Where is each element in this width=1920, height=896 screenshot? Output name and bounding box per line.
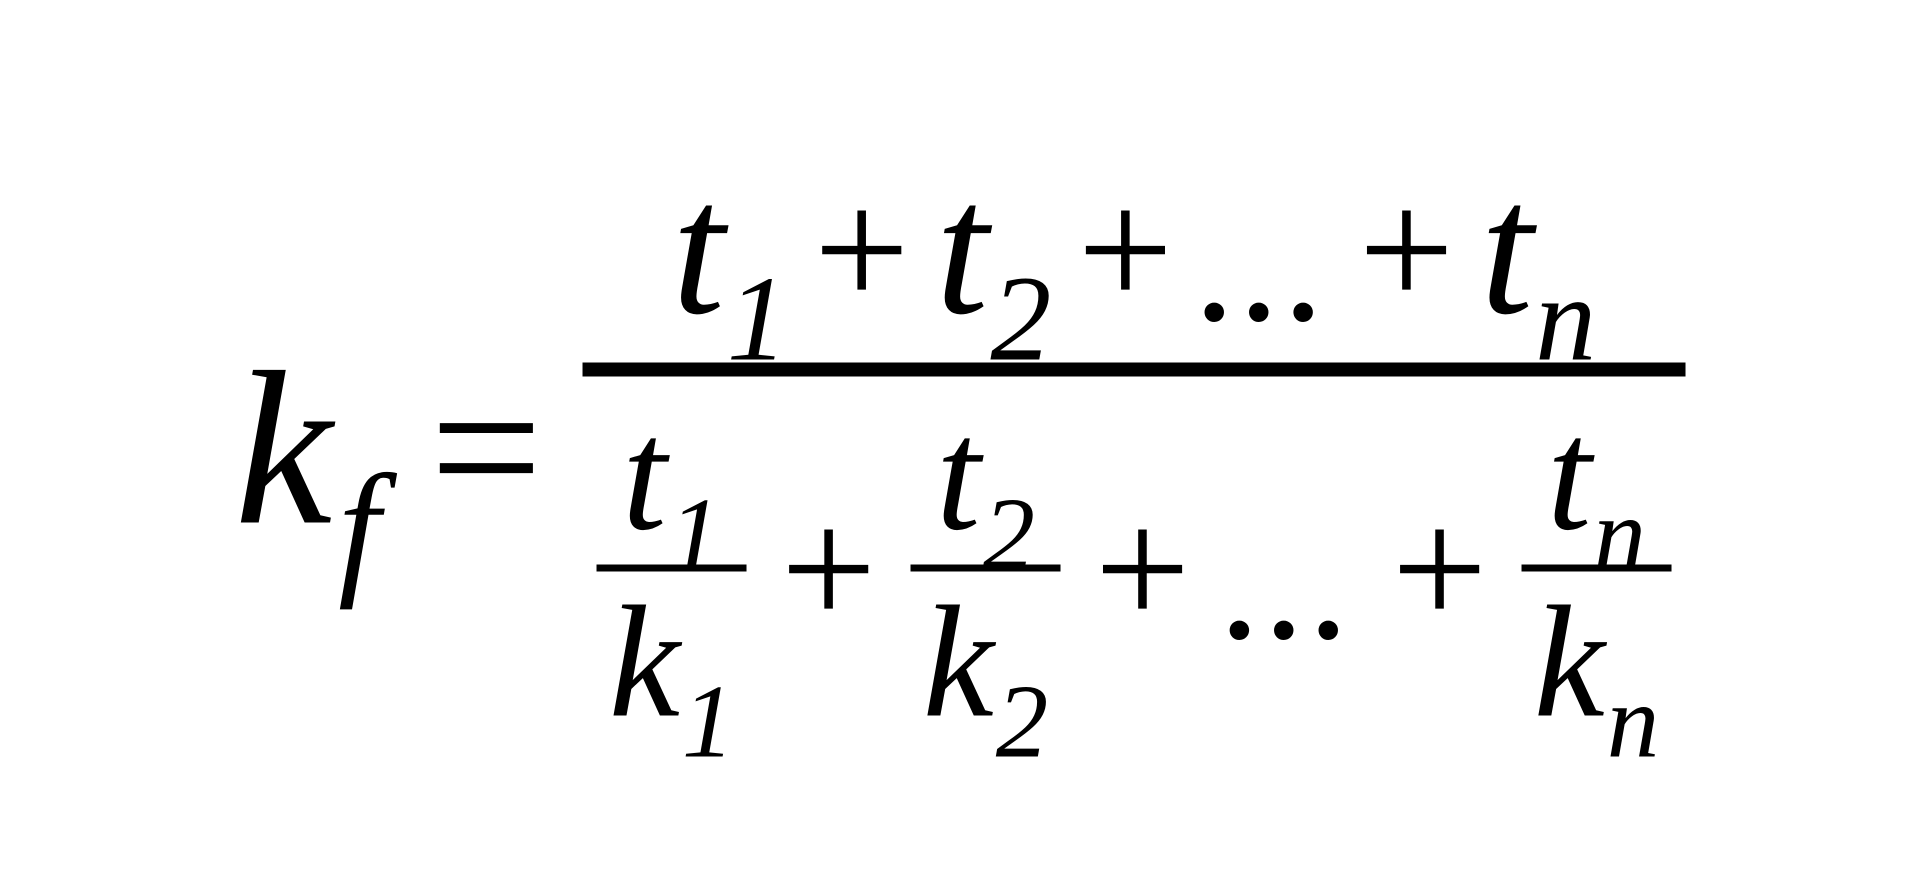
denominator: t 1 k 1 + t 2 k 2 [583,395,1686,742]
den-frac-2-den-base: k [923,582,994,742]
den-frac-1-den-sub: 1 [682,669,735,774]
den-frac-n-num: t n [1547,395,1646,555]
den-frac-1-den: k 1 [609,582,735,742]
den-frac-n-den: k n [1534,582,1660,742]
den-frac-2: t 2 k 2 [911,395,1061,742]
num-term-1-sub: 1 [727,259,788,381]
main-fraction: t 1 + t 2 + ... + t n t 1 [583,155,1686,742]
den-frac-n-den-sub: n [1607,669,1660,774]
plus-sign: + [1095,483,1191,653]
den-frac-2-den: k 2 [923,582,1049,742]
den-frac-n: t n k n [1521,395,1671,742]
den-frac-1-num-base: t [622,395,666,555]
numerator: t 1 + t 2 + ... + t n [662,155,1606,345]
ellipsis: ... [1224,538,1357,658]
den-frac-1: t 1 k 1 [597,395,747,742]
num-term-n-sub: n [1535,259,1596,381]
num-term-n-base: t [1480,155,1533,345]
den-frac-2-den-sub: 2 [996,669,1049,774]
lhs-subscript: f [338,452,380,602]
num-term-n: t n [1480,155,1596,345]
plus-sign: + [781,483,877,653]
plus-sign: + [1359,165,1455,335]
ellipsis: ... [1199,221,1332,341]
num-term-2-sub: 2 [990,259,1051,381]
den-frac-2-num-sub: 2 [983,482,1036,587]
den-frac-2-num-base: t [936,395,980,555]
den-frac-1-den-base: k [609,582,680,742]
den-frac-1-num: t 1 [622,395,721,555]
lhs: k f [235,338,380,558]
num-term-1-base: t [672,155,725,345]
num-term-1: t 1 [672,155,788,345]
lhs-base: k [235,338,333,558]
plus-sign: + [1392,483,1488,653]
equals-sign: = [430,348,543,548]
plus-sign: + [1077,165,1173,335]
num-term-2: t 2 [936,155,1052,345]
den-frac-1-num-sub: 1 [669,482,722,587]
num-term-2-base: t [936,155,989,345]
den-frac-n-num-sub: n [1593,482,1646,587]
den-frac-2-num: t 2 [936,395,1035,555]
plus-sign: + [814,165,910,335]
den-frac-n-den-base: k [1534,582,1605,742]
den-frac-n-num-base: t [1547,395,1591,555]
equation-root: k f = t 1 + t 2 + ... + t n [235,155,1686,742]
